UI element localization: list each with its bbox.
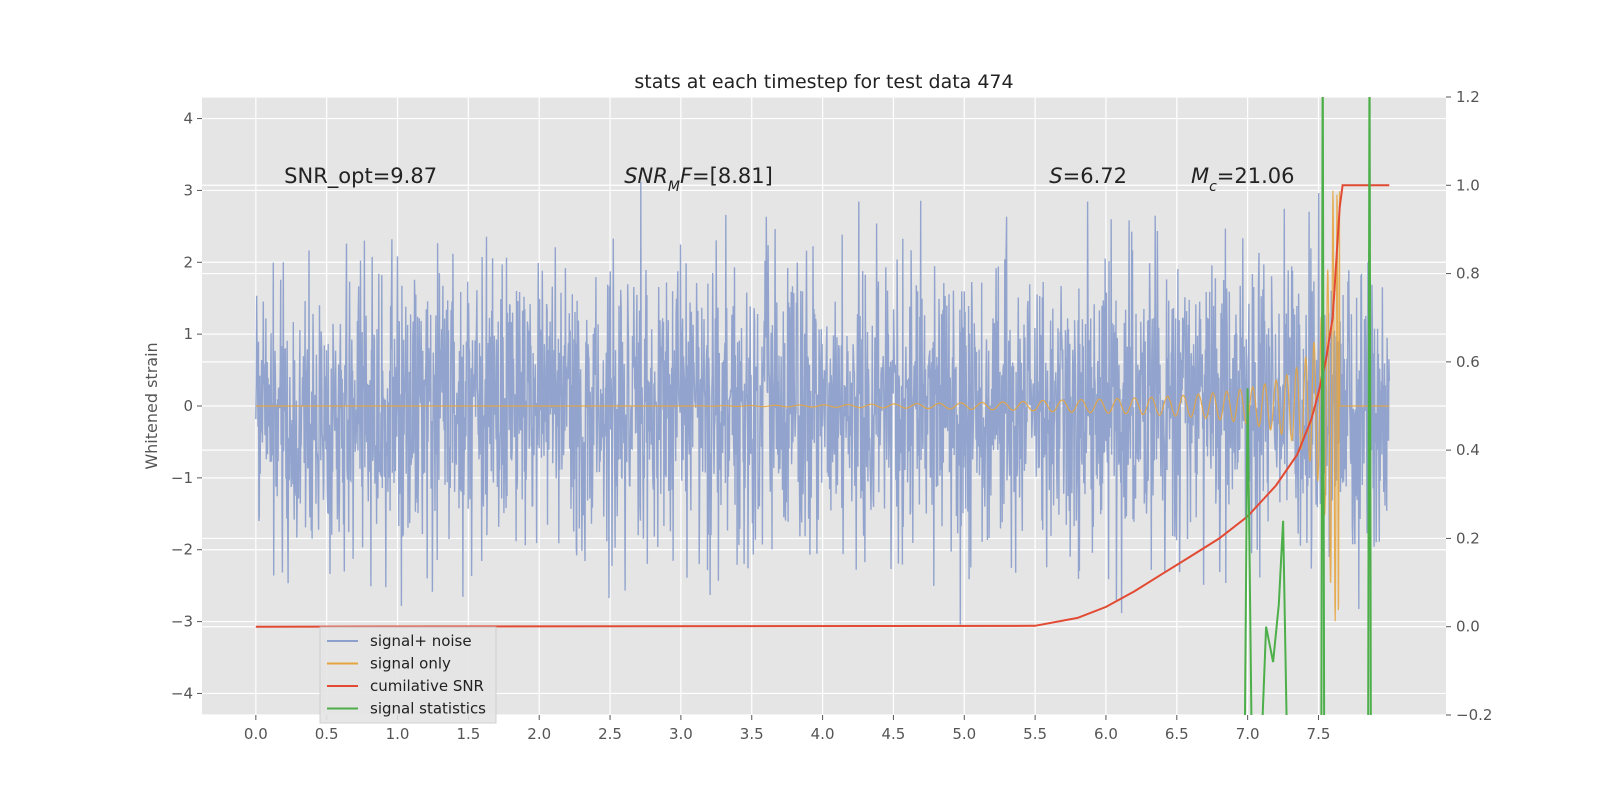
- x-tick-label: 4.0: [811, 725, 835, 743]
- legend: signal+ noise signal only cumilative SNR si…: [319, 626, 497, 724]
- series-signal-statistics: [1243, 97, 1372, 715]
- y-tick-label: −1: [171, 469, 193, 487]
- y2-tick-label: 0.4: [1456, 441, 1480, 459]
- legend-box: [319, 626, 497, 724]
- annotations: SNR_opt=9.87 SNRMF=[8.81] S=6.72 Mc=21.06: [284, 164, 1294, 195]
- x-tick-label: 3.0: [669, 725, 693, 743]
- x-tick-label: 1.0: [386, 725, 410, 743]
- x-tick-label: 1.5: [456, 725, 480, 743]
- legend-label: signal statistics: [370, 700, 486, 718]
- annotation: SNR_opt=9.87: [284, 164, 437, 189]
- y-tick-label: 1: [183, 325, 193, 343]
- y2-tick-label: 0.0: [1456, 618, 1480, 636]
- x-tick-label: 0.0: [244, 725, 268, 743]
- series-layer: [255, 97, 1390, 715]
- x-tick-label: 6.5: [1165, 725, 1189, 743]
- x-tick-label: 7.5: [1307, 725, 1331, 743]
- y2-tick-label: 0.8: [1456, 265, 1480, 283]
- y2-tick-label: 0.2: [1456, 529, 1480, 547]
- x-tick-label: 3.5: [740, 725, 764, 743]
- y-tick-label: −3: [171, 613, 193, 631]
- legend-label: signal only: [370, 655, 451, 673]
- y2-tick-label: −0.2: [1456, 706, 1492, 724]
- annotation: SNRMF=[8.81]: [624, 164, 773, 195]
- series-signal-only: [255, 190, 1390, 622]
- y-tick-label: 2: [183, 253, 193, 271]
- y2-tick-label: 0.6: [1456, 353, 1480, 371]
- x-tick-label: 6.0: [1094, 725, 1118, 743]
- y-tick-label: 4: [183, 110, 193, 128]
- x-tick-label: 2.5: [598, 725, 622, 743]
- legend-label: cumilative SNR: [370, 677, 484, 695]
- y-axis-label: Whitened strain: [142, 342, 161, 469]
- y-tick-label: 3: [183, 181, 193, 199]
- ticks: 0.0 0.5 1.0 1.5 2.0 2.5 3.0 3.5 4.0 4.5 5.0 5.5 6.0 6…: [171, 88, 1493, 743]
- x-tick-label: 4.5: [881, 725, 905, 743]
- annotation: Mc=21.06: [1191, 164, 1295, 195]
- x-tick-label: 7.0: [1236, 725, 1260, 743]
- legend-label: signal+ noise: [370, 632, 472, 650]
- y-tick-label: −4: [171, 684, 193, 702]
- chart-title: stats at each timestep for test data 474: [634, 71, 1013, 93]
- x-tick-label: 5.5: [1023, 725, 1047, 743]
- x-tick-label: 5.0: [952, 725, 976, 743]
- y-tick-label: −2: [171, 541, 193, 559]
- y2-tick-label: 1.2: [1456, 88, 1480, 106]
- y2-tick-label: 1.0: [1456, 176, 1480, 194]
- y-tick-label: 0: [183, 397, 193, 415]
- x-tick-label: 2.0: [527, 725, 551, 743]
- x-tick-label: 0.5: [315, 725, 339, 743]
- series-signal-noise: [255, 181, 1390, 625]
- series-cumilative-snr: [255, 184, 1390, 628]
- annotation: S=6.72: [1049, 164, 1127, 188]
